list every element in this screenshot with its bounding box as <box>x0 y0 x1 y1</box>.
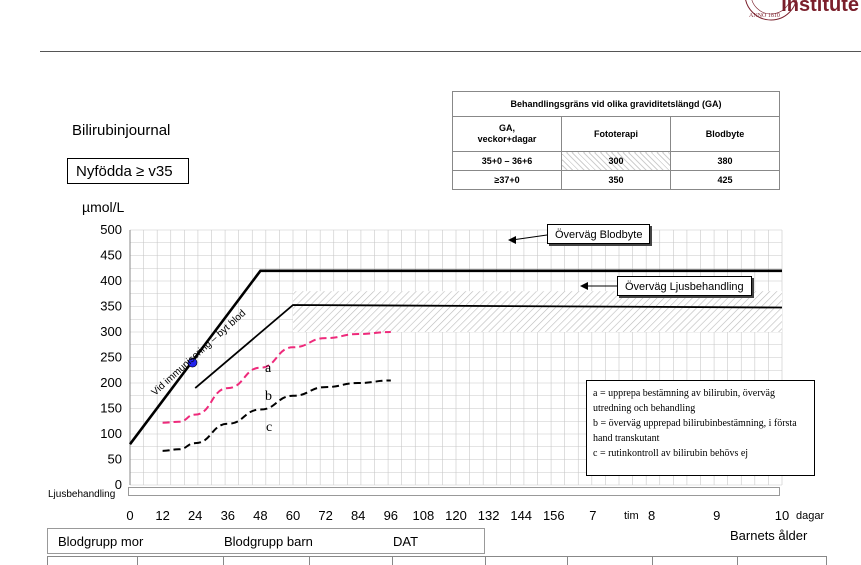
callout-arrow-blodbyte <box>511 234 548 241</box>
svg-text:ANNO 1810: ANNO 1810 <box>749 13 780 19</box>
x-unit-hours: tim <box>624 510 639 522</box>
logo-text: Institute <box>781 0 859 16</box>
y-axis-unit: µmol/L <box>82 199 125 215</box>
x-tick-label: 8 <box>648 508 655 523</box>
field-blodgrupp-barn: Blodgrupp barn <box>224 534 313 549</box>
y-tick-label: 450 <box>100 248 122 263</box>
y-tick-label: 300 <box>100 324 122 339</box>
y-tick-label: 0 <box>115 477 122 492</box>
x-tick-label: 48 <box>253 508 267 523</box>
y-tick-label: 400 <box>100 273 122 288</box>
annotation-blodbyte: Överväg Blodbyte <box>547 224 651 244</box>
curve-label-c: c <box>266 420 272 435</box>
x-tick-label: 12 <box>155 508 169 523</box>
x-tick-label: 36 <box>221 508 235 523</box>
x-tick-label: 72 <box>318 508 332 523</box>
curve-label-b: b <box>265 389 272 404</box>
subtitle-box: Nyfödda ≥ v35 <box>67 158 189 184</box>
x-tick-label: 10 <box>775 508 789 523</box>
legend-entry-a: a = upprepa bestämning av bilirubin, öve… <box>593 388 775 414</box>
x-tick-label: 84 <box>351 508 365 523</box>
x-unit-days: dagar <box>796 510 825 522</box>
y-tick-label: 250 <box>100 350 122 365</box>
header-divider <box>40 51 861 52</box>
y-tick-label: 150 <box>100 401 122 416</box>
series-line-ljus <box>194 304 783 389</box>
x-tick-label: 7 <box>589 508 596 523</box>
institute-logo: ANNO 1810 Institute <box>661 0 861 26</box>
x-tick-label: 24 <box>188 508 202 523</box>
legend-entry-c: c = rutinkontroll av bilirubin behövs ej <box>593 448 749 459</box>
series-line-a <box>162 331 391 424</box>
seal-icon: ANNO 1810 <box>745 0 797 21</box>
ga-table-cell: 425 <box>670 170 780 190</box>
field-blodgrupp-mor: Blodgrupp mor <box>58 534 144 549</box>
x-tick-label: 60 <box>286 508 300 523</box>
form-bottom-row <box>47 556 827 565</box>
arrowhead-icon <box>508 236 516 244</box>
chart-ticks: 0 50 100 150 200 250 300 350 400 450 500 0 12 24 36 48 6… <box>100 222 789 523</box>
measurement-point <box>187 357 198 368</box>
series-line-c <box>162 379 391 452</box>
page-title: Bilirubinjournal <box>72 122 171 139</box>
x-axis-title: Barnets ålder <box>730 528 808 543</box>
x-tick-label: 144 <box>510 508 532 523</box>
series-line-blodbyte <box>128 269 782 445</box>
hatched-threshold-band <box>293 291 782 332</box>
ljusbehandling-label: Ljusbehandling <box>48 489 116 500</box>
field-dat: DAT <box>393 534 419 549</box>
x-tick-label: 9 <box>713 508 720 523</box>
y-tick-label: 100 <box>100 426 122 441</box>
x-tick-label: 120 <box>445 508 467 523</box>
y-tick-label: 200 <box>100 375 122 390</box>
annotation-ljusbehandling: Överväg Ljusbehandling <box>617 276 752 296</box>
arrowhead-icon <box>580 282 588 290</box>
x-tick-label: 108 <box>413 508 435 523</box>
legend-entry-b: b = överväg upprepad bilirubinbestämning… <box>593 418 797 444</box>
x-tick-label: 132 <box>478 508 500 523</box>
x-tick-label: 96 <box>384 508 398 523</box>
x-tick-label: 156 <box>543 508 565 523</box>
bloodgroup-form: Blodgrupp mor Blodgrupp barn DAT <box>47 528 485 554</box>
y-tick-label: 50 <box>108 452 122 467</box>
curve-legend: a = upprepa bestämning av bilirubin, öve… <box>586 380 815 476</box>
curve-label-a: a <box>265 361 272 376</box>
y-tick-label: 500 <box>100 222 122 237</box>
ga-threshold-table: Behandlingsgräns vid olika graviditetslä… <box>452 91 780 190</box>
x-tick-label: 0 <box>126 508 133 523</box>
ljusbehandling-bar <box>128 487 780 496</box>
chart-series <box>128 269 783 452</box>
y-tick-label: 350 <box>100 299 122 314</box>
